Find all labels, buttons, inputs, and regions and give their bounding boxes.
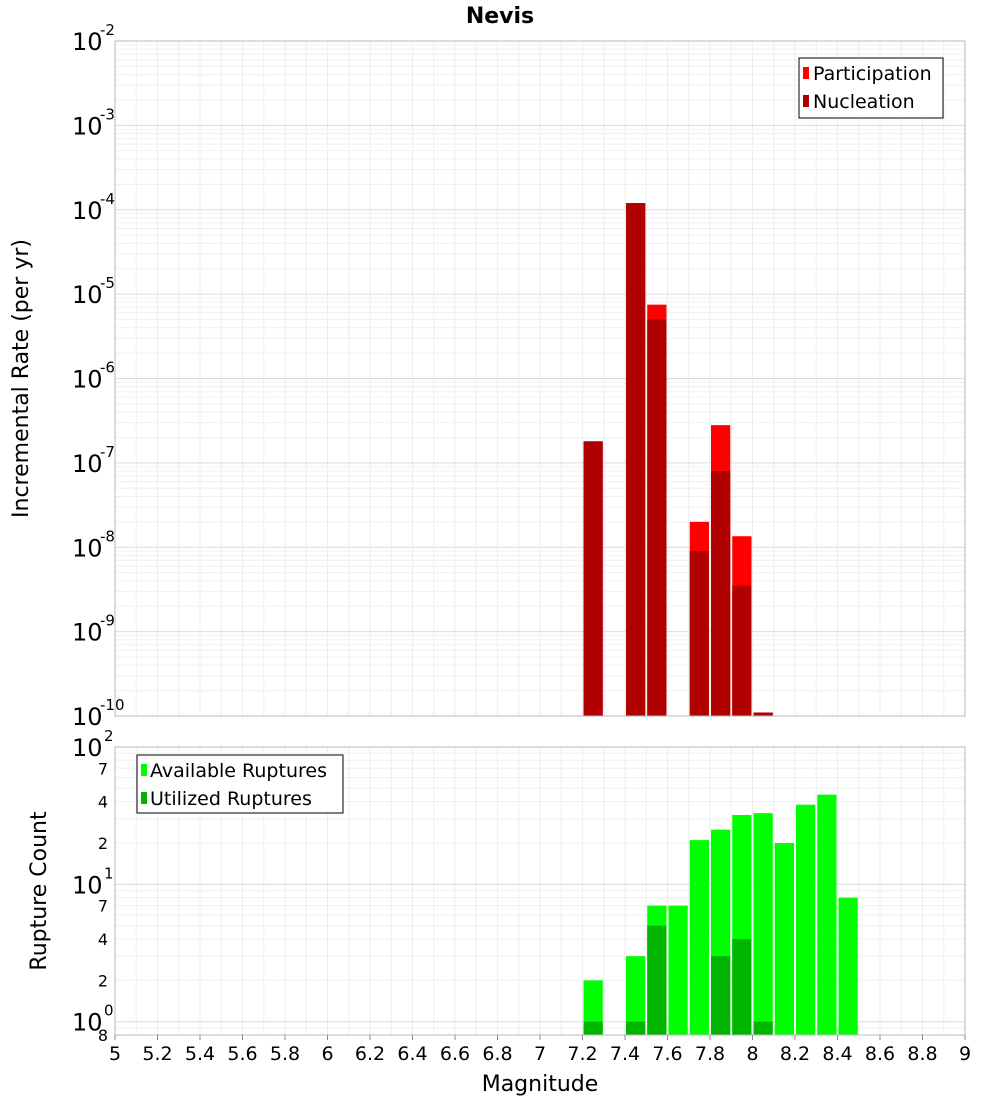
- x-tick-label: 7.6: [652, 1043, 682, 1065]
- x-tick-label: 5: [109, 1043, 121, 1065]
- y-tick-base: 10: [72, 28, 103, 56]
- nucleation-bar: [711, 471, 731, 716]
- y-axis-label: Rupture Count: [27, 811, 52, 971]
- legend-box: [798, 57, 944, 119]
- x-tick-label: 7.8: [695, 1043, 725, 1065]
- nucleation-bar: [732, 585, 752, 716]
- y-tick-exponent: 2: [104, 727, 114, 745]
- y-tick-base: 10: [72, 197, 103, 225]
- x-axis-label: Magnitude: [482, 1072, 599, 1097]
- y-tick-base: 10: [72, 281, 103, 309]
- legend-label: Nucleation: [813, 91, 915, 113]
- available-ruptures-bar: [626, 956, 646, 1035]
- chart-title: Nevis: [466, 4, 534, 29]
- x-tick-label: 8.4: [822, 1043, 852, 1065]
- y-tick-base: 10: [72, 112, 103, 140]
- y-minor-tick-label: 7: [98, 759, 108, 778]
- x-tick-label: 5.2: [142, 1043, 172, 1065]
- y-tick-exponent: -8: [100, 527, 115, 545]
- y-tick-exponent: -7: [100, 443, 115, 461]
- y-tick-base: 10: [72, 871, 103, 899]
- x-tick-label: 8: [746, 1043, 758, 1065]
- y-tick-exponent: 0: [104, 1002, 114, 1020]
- x-tick-label: 5.6: [227, 1043, 257, 1065]
- y-tick-exponent: 1: [104, 864, 114, 882]
- y-tick-base: 10: [72, 1009, 103, 1037]
- legend-label: Participation: [813, 63, 932, 85]
- available-ruptures-bar: [689, 840, 709, 1035]
- x-tick-label: 5.4: [185, 1043, 215, 1065]
- x-tick-label: 9: [959, 1043, 971, 1065]
- nucleation-bar: [583, 441, 603, 716]
- available-ruptures-bar: [774, 843, 794, 1035]
- utilized-ruptures-bar: [647, 925, 667, 1035]
- legend-label: Available Ruptures: [150, 760, 327, 782]
- y-tick-exponent: -5: [100, 274, 115, 292]
- x-tick-label: 8.8: [907, 1043, 937, 1065]
- y-tick-base: 10: [72, 703, 103, 731]
- x-tick-label: 7: [534, 1043, 546, 1065]
- y-tick-exponent: -9: [100, 612, 115, 630]
- y-tick-base: 10: [72, 366, 103, 394]
- available-ruptures-bar: [796, 804, 816, 1035]
- y-tick-base: 10: [72, 619, 103, 647]
- y-minor-tick-label: 2: [98, 834, 108, 853]
- utilized-ruptures-bar: [626, 1021, 646, 1035]
- available-ruptures-bar: [838, 897, 858, 1035]
- nucleation-bar: [647, 319, 667, 716]
- y-minor-tick-label: 8: [98, 1026, 108, 1045]
- plot-border: [114, 40, 966, 717]
- y-tick-base: 10: [72, 734, 103, 762]
- utilized-ruptures-bar: [711, 956, 731, 1035]
- legend-swatch: [141, 792, 147, 804]
- legend-swatch: [803, 67, 809, 79]
- y-axis-label: Incremental Rate (per yr): [9, 239, 34, 518]
- legend-label: Utilized Ruptures: [150, 788, 312, 810]
- y-tick-base: 10: [72, 450, 103, 478]
- y-tick-base: 10: [72, 534, 103, 562]
- available-ruptures-bar: [668, 905, 688, 1035]
- available-ruptures-bar: [583, 980, 603, 1035]
- x-tick-label: 6.8: [482, 1043, 512, 1065]
- y-minor-tick-label: 4: [98, 930, 108, 949]
- legend-swatch: [141, 764, 147, 776]
- x-tick-label: 6: [321, 1043, 333, 1065]
- y-minor-tick-label: 2: [98, 971, 108, 990]
- x-tick-label: 7.2: [567, 1043, 597, 1065]
- y-tick-exponent: -3: [100, 105, 115, 123]
- x-tick-label: 5.8: [270, 1043, 300, 1065]
- nucleation-bar: [753, 712, 773, 716]
- y-tick-exponent: -4: [100, 190, 115, 208]
- utilized-ruptures-bar: [753, 1021, 773, 1035]
- y-minor-tick-label: 4: [98, 793, 108, 812]
- y-tick-exponent: -2: [100, 21, 115, 39]
- available-ruptures-bar: [753, 813, 773, 1035]
- x-tick-label: 6.4: [397, 1043, 427, 1065]
- utilized-ruptures-bar: [732, 939, 752, 1035]
- x-tick-label: 6.6: [440, 1043, 470, 1065]
- x-tick-label: 6.2: [355, 1043, 385, 1065]
- nucleation-bar: [689, 551, 709, 716]
- y-tick-exponent: -6: [100, 359, 115, 377]
- rate-panel: 10-1010-910-810-710-610-510-410-310-2Inc…: [9, 21, 966, 731]
- legend-swatch: [803, 95, 809, 107]
- x-axis: 5 5.2 5.4 5.6 5.8 6 6.2 6.4 6.6 6.8 7 7.2 7.4 7.6 7.8 8…: [109, 1035, 971, 1097]
- nucleation-bar: [626, 203, 646, 716]
- legend-box: [136, 754, 344, 814]
- available-ruptures-bar: [817, 794, 837, 1035]
- y-tick-exponent: -10: [100, 696, 125, 714]
- y-minor-tick-label: 7: [98, 897, 108, 916]
- x-tick-label: 7.4: [610, 1043, 640, 1065]
- x-tick-label: 8.6: [865, 1043, 895, 1065]
- utilized-ruptures-bar: [583, 1021, 603, 1035]
- x-tick-label: 8.2: [780, 1043, 810, 1065]
